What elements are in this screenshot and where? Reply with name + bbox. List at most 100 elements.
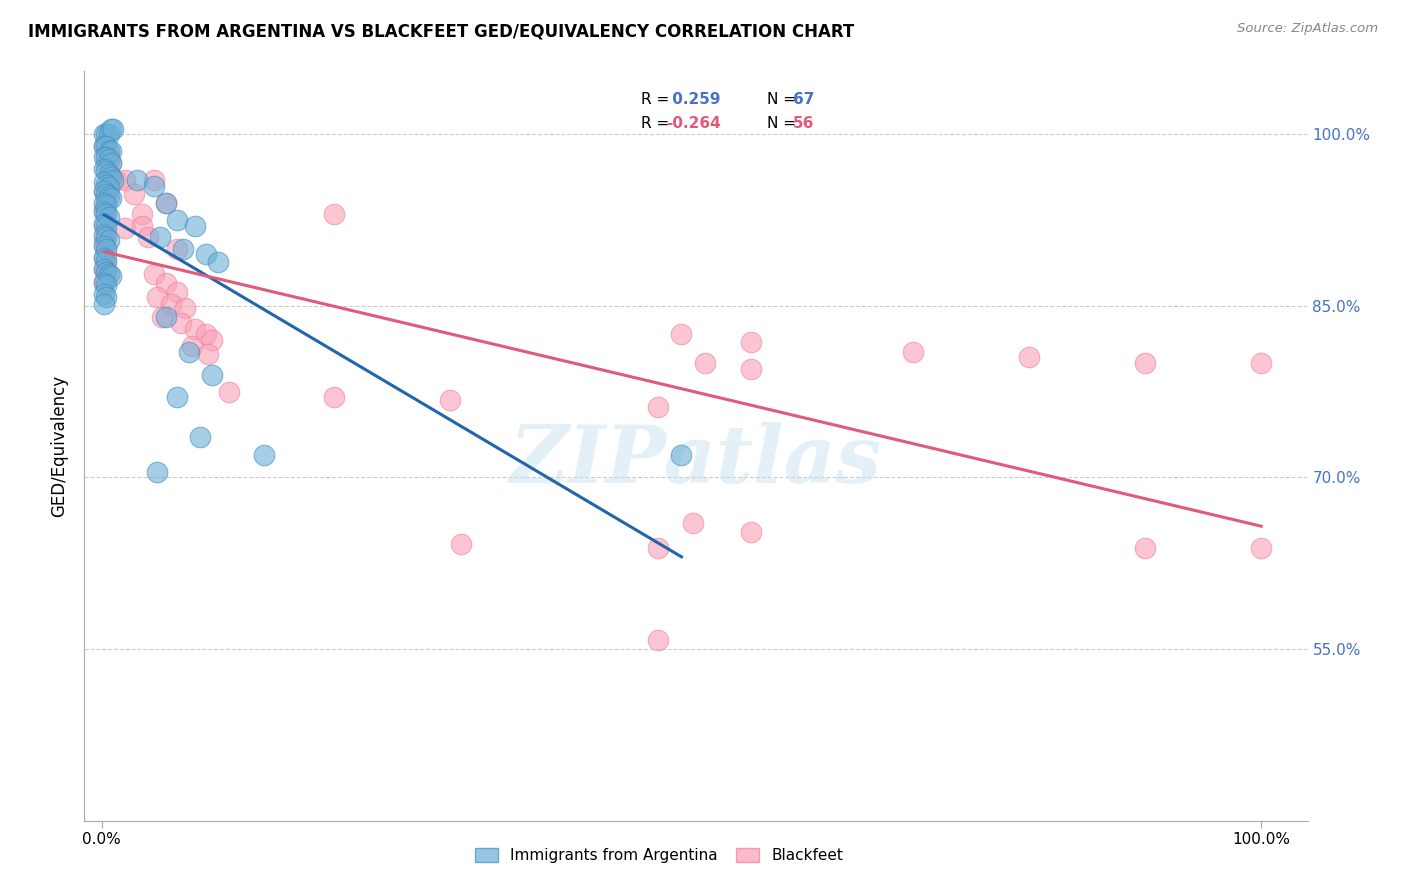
Point (93, 274, 115, 288)
Point (155, 310, 177, 325)
Point (195, 327, 218, 342)
Point (93, 185, 115, 199)
Text: -0.264: -0.264 (666, 116, 721, 131)
Point (100, 191, 122, 205)
Point (183, 322, 205, 336)
Point (93, 202, 115, 216)
Point (647, 632, 669, 647)
Point (195, 247, 218, 261)
Point (93, 296, 115, 310)
Point (103, 121, 125, 136)
Text: N =: N = (766, 92, 796, 106)
Point (160, 296, 183, 310)
Point (93, 217, 115, 231)
Point (172, 242, 194, 256)
Text: 67: 67 (793, 92, 814, 106)
Point (1135, 356, 1157, 370)
Point (93, 235, 115, 249)
Point (183, 219, 205, 233)
Y-axis label: GED/Equivalency: GED/Equivalency (51, 375, 69, 517)
Point (166, 285, 188, 300)
Point (142, 173, 165, 187)
Point (146, 465, 169, 479)
Point (903, 344, 925, 359)
Point (96, 156, 118, 170)
Point (93, 227, 115, 242)
Point (93, 287, 115, 301)
Point (740, 525, 762, 540)
Point (93, 250, 115, 264)
Point (96, 242, 118, 256)
Point (93, 262, 115, 277)
Point (96, 128, 118, 142)
Point (131, 219, 153, 233)
Point (93, 185, 115, 199)
Point (166, 390, 188, 404)
Point (114, 173, 136, 187)
Text: 56: 56 (793, 116, 814, 131)
Point (96, 264, 118, 278)
Text: IMMIGRANTS FROM ARGENTINA VS BLACKFEET GED/EQUIVALENCY CORRELATION CHART: IMMIGRANTS FROM ARGENTINA VS BLACKFEET G… (28, 22, 855, 40)
Point (1135, 541, 1157, 556)
Point (97, 145, 120, 159)
Point (188, 430, 211, 444)
Point (136, 230, 159, 244)
Point (122, 186, 145, 201)
Point (93, 219, 115, 233)
Point (100, 121, 122, 136)
Point (96, 178, 118, 192)
Point (96, 225, 118, 239)
Point (150, 310, 173, 325)
Point (96, 255, 118, 269)
Point (131, 207, 153, 221)
Point (97, 267, 120, 281)
Point (693, 356, 716, 370)
Point (174, 301, 197, 315)
Point (149, 230, 172, 244)
Point (155, 276, 177, 290)
Point (155, 195, 177, 210)
Point (201, 333, 224, 347)
Point (93, 262, 115, 277)
Point (207, 255, 229, 269)
Point (97, 210, 120, 224)
Point (142, 178, 165, 193)
Point (142, 267, 165, 281)
Point (671, 448, 693, 462)
Point (93, 276, 115, 290)
Point (104, 173, 127, 187)
Text: ZIPatlas: ZIPatlas (510, 422, 882, 500)
Point (740, 361, 762, 376)
Point (100, 169, 122, 184)
Point (93, 205, 115, 219)
Point (96, 253, 118, 268)
Point (97, 167, 120, 181)
Point (96, 230, 118, 244)
Point (201, 368, 224, 382)
Point (1250, 356, 1272, 370)
Point (96, 242, 118, 256)
Point (97, 128, 120, 142)
Point (97, 153, 120, 167)
Point (96, 219, 118, 233)
Point (96, 186, 118, 201)
Text: Source: ZipAtlas.com: Source: ZipAtlas.com (1237, 22, 1378, 36)
Point (93, 150, 115, 164)
Point (181, 339, 204, 353)
Point (96, 150, 118, 164)
Point (439, 392, 461, 407)
Text: R =: R = (641, 92, 669, 106)
Text: 0.259: 0.259 (666, 92, 720, 106)
Point (125, 173, 148, 187)
Point (100, 269, 122, 284)
Point (671, 327, 693, 342)
Point (97, 167, 120, 181)
Point (1018, 351, 1040, 365)
Point (96, 207, 118, 221)
Point (97, 180, 120, 194)
Point (93, 195, 115, 210)
Point (100, 156, 122, 170)
Text: N =: N = (766, 116, 796, 131)
Point (100, 145, 122, 159)
Point (647, 541, 669, 556)
